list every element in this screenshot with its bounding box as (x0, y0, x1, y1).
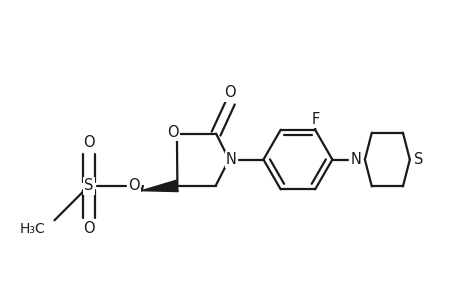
Text: O: O (83, 135, 95, 150)
Text: O: O (224, 85, 236, 100)
Text: H₃C: H₃C (20, 222, 46, 236)
Text: O: O (83, 221, 95, 236)
Text: S: S (84, 178, 93, 194)
Text: O: O (167, 125, 179, 140)
Polygon shape (141, 180, 178, 192)
Text: F: F (311, 112, 319, 127)
Text: N: N (350, 152, 361, 167)
Text: N: N (225, 152, 236, 167)
Text: O: O (128, 178, 140, 194)
Text: S: S (413, 152, 422, 167)
